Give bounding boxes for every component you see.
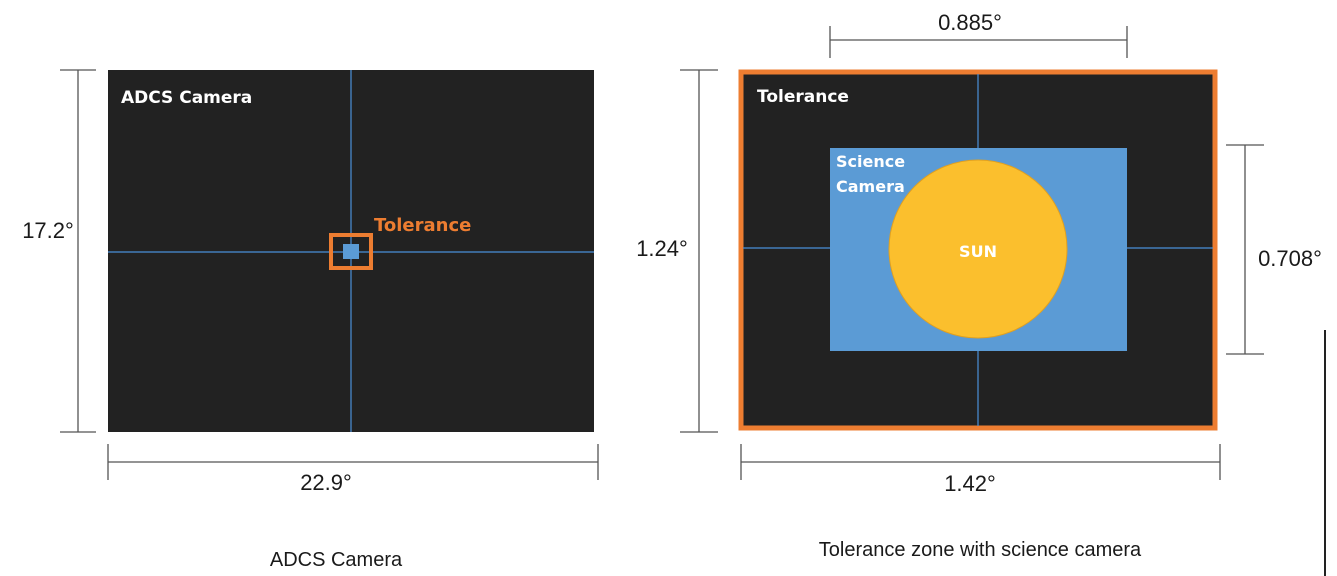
tolerance-width-dimension bbox=[740, 444, 1221, 480]
science-height-dimension bbox=[1226, 144, 1264, 355]
adcs-caption: ADCS Camera bbox=[270, 549, 403, 571]
adcs-width-label: 22.9° bbox=[300, 470, 352, 495]
adcs-panel-label: ADCS Camera bbox=[121, 88, 252, 108]
adcs-camera-figure: 17.2° ADCS Camera Tolerance 22.9° ADCS C… bbox=[22, 69, 599, 571]
adcs-width-dimension bbox=[107, 444, 599, 480]
sun-label: SUN bbox=[959, 242, 997, 261]
science-camera-label-line2: Camera bbox=[836, 177, 905, 196]
tolerance-zone-figure: 0.885° 1.24° Tolerance Science Camera SU… bbox=[636, 10, 1322, 561]
science-width-dimension bbox=[829, 26, 1128, 58]
science-camera-label-line1: Science bbox=[836, 152, 905, 171]
tolerance-height-dimension bbox=[680, 69, 718, 433]
science-width-label: 0.885° bbox=[938, 10, 1002, 35]
science-height-label: 0.708° bbox=[1258, 246, 1322, 271]
tolerance-height-label: 1.24° bbox=[636, 236, 688, 261]
tolerance-width-label: 1.42° bbox=[944, 471, 996, 496]
adcs-tolerance-box bbox=[329, 233, 373, 270]
adcs-height-label: 17.2° bbox=[22, 218, 74, 243]
tolerance-panel-label: Tolerance bbox=[757, 87, 849, 107]
tolerance-caption: Tolerance zone with science camera bbox=[819, 539, 1142, 561]
adcs-tolerance-label: Tolerance bbox=[374, 215, 471, 236]
adcs-science-marker bbox=[343, 244, 359, 259]
adcs-height-dimension bbox=[60, 69, 96, 433]
sun-disk bbox=[888, 159, 1068, 339]
